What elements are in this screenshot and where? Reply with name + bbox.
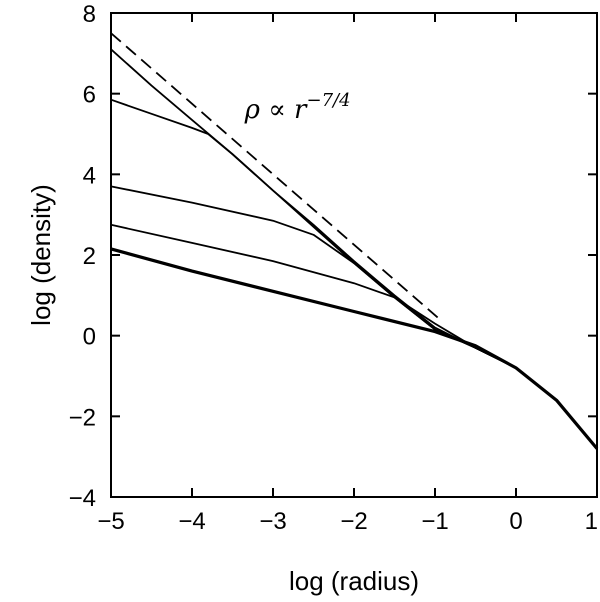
series-line-1-dashed xyxy=(110,32,440,320)
annotation-exponent: −7/4 xyxy=(306,90,350,111)
series-line-6-bold xyxy=(110,247,599,450)
x-tick-label: −3 xyxy=(259,508,286,535)
series-line-2-solid xyxy=(110,48,598,450)
series-line-5-solid xyxy=(110,223,598,450)
y-tick-label: −2 xyxy=(69,404,96,431)
series-line-3-solid xyxy=(110,98,598,450)
x-tick-label: 0 xyxy=(509,508,522,535)
x-axis-title: log (radius) xyxy=(289,566,419,596)
y-tick-label: 6 xyxy=(83,82,96,109)
x-tick-label: −2 xyxy=(340,508,367,535)
x-tick-label: −1 xyxy=(421,508,448,535)
y-tick-label: 0 xyxy=(83,324,96,351)
plot-area xyxy=(110,12,598,498)
x-tick-label: −4 xyxy=(178,508,205,535)
y-tick-label: 8 xyxy=(83,1,96,28)
y-tick-label: 4 xyxy=(83,162,96,189)
y-axis-title: log (density) xyxy=(26,184,56,326)
x-tick-label: 1 xyxy=(585,508,598,535)
axis-ticks xyxy=(110,12,598,498)
annotation-base: ρ ∝ r xyxy=(244,95,308,125)
x-tick-label: −5 xyxy=(97,508,124,535)
series-lines xyxy=(110,32,599,450)
plot-frame xyxy=(110,12,598,498)
series-line-4-solid xyxy=(110,185,598,450)
y-tick-label: −4 xyxy=(69,485,96,512)
power-law-annotation: ρ ∝ r−7/4 xyxy=(244,90,351,125)
y-tick-label: 2 xyxy=(83,243,96,270)
